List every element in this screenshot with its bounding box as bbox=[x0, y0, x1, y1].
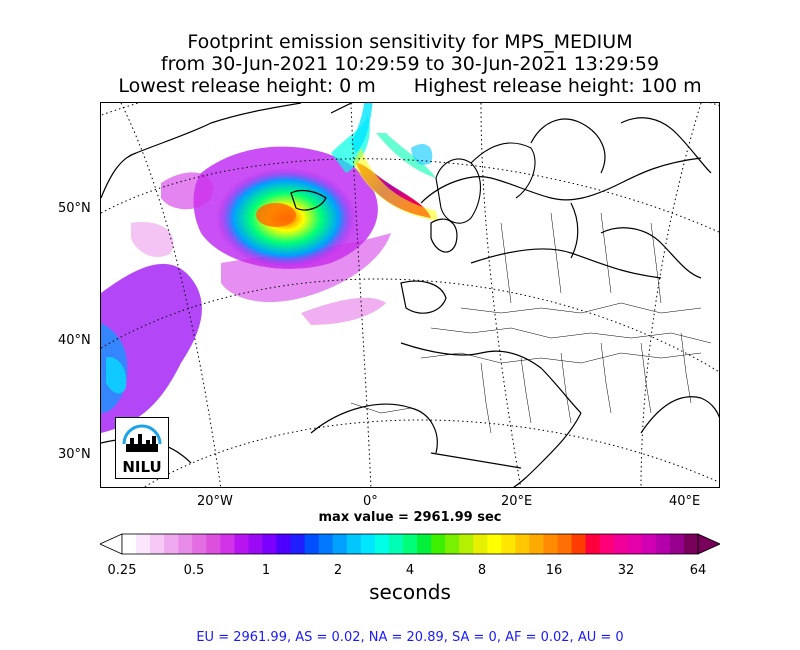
colorbar-segment bbox=[599, 534, 615, 554]
colorbar-segment bbox=[571, 534, 587, 554]
colorbar-segment bbox=[585, 534, 601, 554]
colorbar-segment bbox=[262, 534, 278, 554]
colorbar-segment bbox=[627, 534, 643, 554]
lat-label-50n: 50°N bbox=[58, 201, 91, 216]
colorbar-segment bbox=[613, 534, 629, 554]
colorbar-segment bbox=[543, 534, 559, 554]
colorbar-tick-label: 4 bbox=[405, 563, 415, 578]
colorbar-tick-label: 32 bbox=[617, 563, 635, 578]
country-borders bbox=[350, 212, 712, 434]
lat-label-30n: 30°N bbox=[58, 447, 91, 462]
colorbar-segment bbox=[431, 534, 446, 554]
colorbar-segment bbox=[515, 534, 530, 554]
highest-release-height: Highest release height: 100 m bbox=[413, 75, 702, 97]
colorbar-tick-label: 16 bbox=[545, 563, 563, 578]
footprint-map bbox=[100, 102, 720, 488]
colorbar-tick-label: 1 bbox=[261, 563, 271, 578]
map-canvas bbox=[101, 103, 719, 487]
colorbar-segment bbox=[206, 534, 221, 554]
colorbar-border bbox=[121, 533, 699, 555]
max-value-label: max value = 2961.99 sec bbox=[318, 510, 502, 525]
colorbar-segment bbox=[150, 534, 165, 554]
colorbar-segment bbox=[655, 534, 671, 554]
colorbar-segment bbox=[304, 534, 320, 554]
coastlines bbox=[101, 103, 719, 487]
colorbar-segment bbox=[220, 534, 235, 554]
colorbar-segment bbox=[402, 534, 418, 554]
colorbar-segment bbox=[360, 534, 376, 554]
colorbar-segment bbox=[234, 534, 249, 554]
colorbar-segment bbox=[669, 534, 685, 554]
colorbar-segment bbox=[417, 534, 432, 554]
colorbar-segment bbox=[641, 534, 657, 554]
colorbar-segment bbox=[290, 534, 306, 554]
colorbar-segment bbox=[501, 534, 516, 554]
colorbar-segment bbox=[388, 534, 404, 554]
lon-label-20w: 20°W bbox=[197, 494, 233, 509]
lon-label-40e: 40°E bbox=[669, 494, 701, 509]
region-stats: EU = 2961.99, AS = 0.02, NA = 20.89, SA … bbox=[196, 630, 624, 645]
colorbar-tick-label: 0.5 bbox=[183, 563, 205, 578]
colorbar-segment bbox=[557, 534, 573, 554]
colorbar-under-extension bbox=[100, 533, 123, 555]
colorbar-tick-label: 64 bbox=[689, 563, 707, 578]
colorbar-segment bbox=[122, 534, 137, 554]
title-line-2: from 30-Jun-2021 10:29:59 to 30-Jun-2021… bbox=[160, 53, 660, 75]
colorbar-over-extension bbox=[697, 533, 720, 555]
colorbar-segment bbox=[374, 534, 390, 554]
colorbar-tick-label: 8 bbox=[477, 563, 487, 578]
colorbar-tick-label: 0.25 bbox=[107, 563, 137, 578]
title-line-3: Lowest release height: 0 m Highest releas… bbox=[0, 75, 800, 97]
colorbar-segment bbox=[332, 534, 348, 554]
colorbar-segment bbox=[445, 534, 460, 554]
colorbar-segment bbox=[136, 534, 151, 554]
footprint-field bbox=[101, 103, 438, 433]
colorbar-segment bbox=[473, 534, 488, 554]
colorbar-segment bbox=[164, 534, 179, 554]
colorbar-segment bbox=[276, 534, 292, 554]
nilu-logo: NILU bbox=[115, 417, 169, 479]
colorbar-tick-label: 2 bbox=[333, 563, 343, 578]
colorbar-unit-label: seconds bbox=[369, 580, 451, 604]
lon-label-20e: 20°E bbox=[501, 494, 533, 509]
colorbar-segment bbox=[683, 534, 699, 554]
colorbar-segment bbox=[346, 534, 362, 554]
lat-label-40n: 40°N bbox=[58, 333, 91, 348]
colorbar-segment bbox=[529, 534, 544, 554]
nilu-logo-text: NILU bbox=[122, 458, 162, 476]
colorbar-segment bbox=[459, 534, 474, 554]
title-line-1: Footprint emission sensitivity for MPS_M… bbox=[187, 31, 633, 53]
lon-label-0: 0° bbox=[363, 494, 378, 509]
colorbar-segment bbox=[192, 534, 207, 554]
colorbar-segment bbox=[487, 534, 502, 554]
scandinavia-coast bbox=[435, 158, 482, 224]
colorbar-segment bbox=[318, 534, 334, 554]
colorbar bbox=[100, 533, 720, 555]
sweden-coast bbox=[470, 142, 536, 199]
graticule bbox=[101, 103, 719, 487]
colorbar-segment bbox=[178, 534, 193, 554]
lowest-release-height: Lowest release height: 0 m bbox=[118, 75, 376, 97]
colorbar-segment bbox=[248, 534, 263, 554]
